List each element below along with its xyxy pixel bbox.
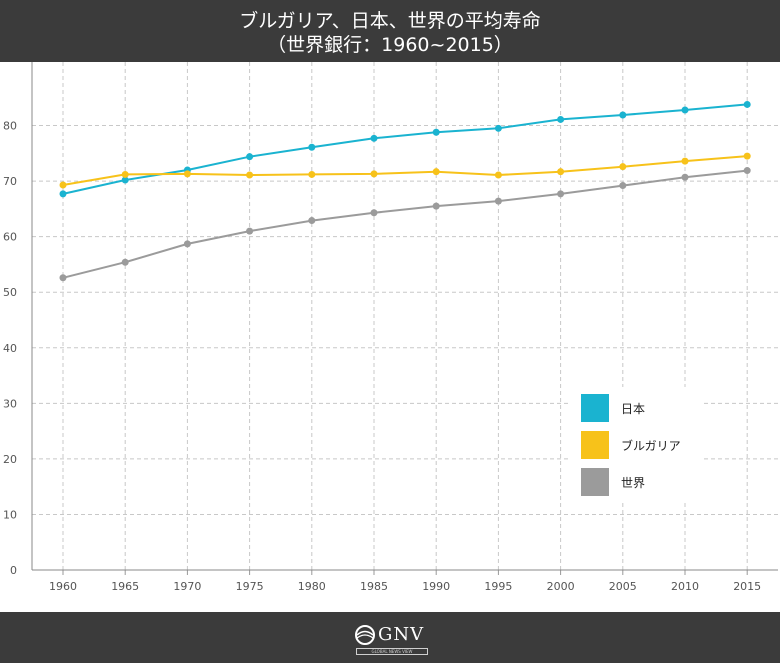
- x-tick-label: 1980: [298, 580, 326, 593]
- data-point: [183, 240, 191, 248]
- data-point: [494, 197, 502, 205]
- x-tick-label: 1990: [422, 580, 450, 593]
- chart-title: ブルガリア、日本、世界の平均寿命: [239, 10, 541, 32]
- legend-swatch: [581, 431, 609, 459]
- legend-swatch: [581, 394, 609, 422]
- y-tick-label: 0: [10, 564, 17, 577]
- x-tick-label: 2005: [609, 580, 637, 593]
- series-line-2: [62, 169, 748, 279]
- data-point: [121, 170, 129, 178]
- data-point: [121, 176, 129, 184]
- data-point: [619, 111, 627, 119]
- y-tick-label: 80: [3, 120, 17, 133]
- data-point: [370, 209, 378, 217]
- y-tick-label: 50: [3, 286, 17, 299]
- line-chart: 0 10 20 30 40 50 60 70 80 1960 1965 1970 1975 1980 198…: [3, 62, 778, 593]
- data-point: [246, 227, 254, 235]
- data-point: [743, 152, 751, 160]
- logo-text: GNV: [378, 624, 425, 645]
- chart-legend: 日本 ブルガリア 世界: [571, 387, 704, 502]
- logo-tagline: GLOBAL NEWS VIEW: [356, 648, 428, 655]
- data-point: [619, 182, 627, 190]
- data-point: [432, 168, 440, 176]
- y-tick-label: 60: [3, 231, 17, 244]
- data-point: [681, 173, 689, 181]
- y-tick-label: 30: [3, 397, 17, 410]
- data-point: [432, 202, 440, 210]
- data-point: [246, 171, 254, 179]
- data-point: [743, 100, 751, 108]
- data-point: [557, 190, 565, 198]
- data-point: [59, 274, 67, 282]
- x-tick-label: 1975: [236, 580, 264, 593]
- legend-label: 日本: [621, 402, 646, 416]
- x-tick-label: 2000: [547, 580, 575, 593]
- data-point: [59, 190, 67, 198]
- data-point: [246, 153, 254, 161]
- x-tick-label: 1995: [484, 580, 512, 593]
- data-point: [59, 181, 67, 189]
- y-tick-label: 20: [3, 453, 17, 466]
- data-point: [308, 143, 316, 151]
- data-point: [619, 163, 627, 171]
- data-point: [557, 115, 565, 123]
- x-tick-label: 1970: [173, 580, 201, 593]
- y-tick-label: 40: [3, 342, 17, 355]
- x-tick-label: 1985: [360, 580, 388, 593]
- data-point: [432, 128, 440, 136]
- data-point: [183, 170, 191, 178]
- x-tick-label: 2015: [733, 580, 761, 593]
- data-point: [494, 171, 502, 179]
- data-point: [308, 170, 316, 178]
- series-line-0: [62, 103, 748, 195]
- globe-logo-icon: [355, 625, 375, 645]
- data-point: [743, 167, 751, 175]
- y-tick-label: 70: [3, 175, 17, 188]
- data-point: [308, 217, 316, 225]
- x-tick-label: 2010: [671, 580, 699, 593]
- x-tick-label: 1965: [111, 580, 139, 593]
- chart-header: ブルガリア、日本、世界の平均寿命 （世界銀行：1960~2015）: [0, 0, 780, 62]
- legend-label: 世界: [621, 476, 646, 490]
- data-point: [370, 170, 378, 178]
- data-point: [557, 168, 565, 176]
- data-point: [494, 124, 502, 132]
- x-tick-label: 1960: [49, 580, 77, 593]
- data-point: [681, 106, 689, 114]
- series-line-1: [62, 155, 748, 186]
- data-point: [681, 157, 689, 165]
- data-point: [121, 258, 129, 266]
- y-tick-label: 10: [3, 508, 17, 521]
- legend-swatch: [581, 468, 609, 496]
- chart-subtitle: （世界銀行：1960~2015）: [267, 34, 513, 56]
- data-point: [370, 134, 378, 142]
- legend-label: ブルガリア: [621, 439, 681, 453]
